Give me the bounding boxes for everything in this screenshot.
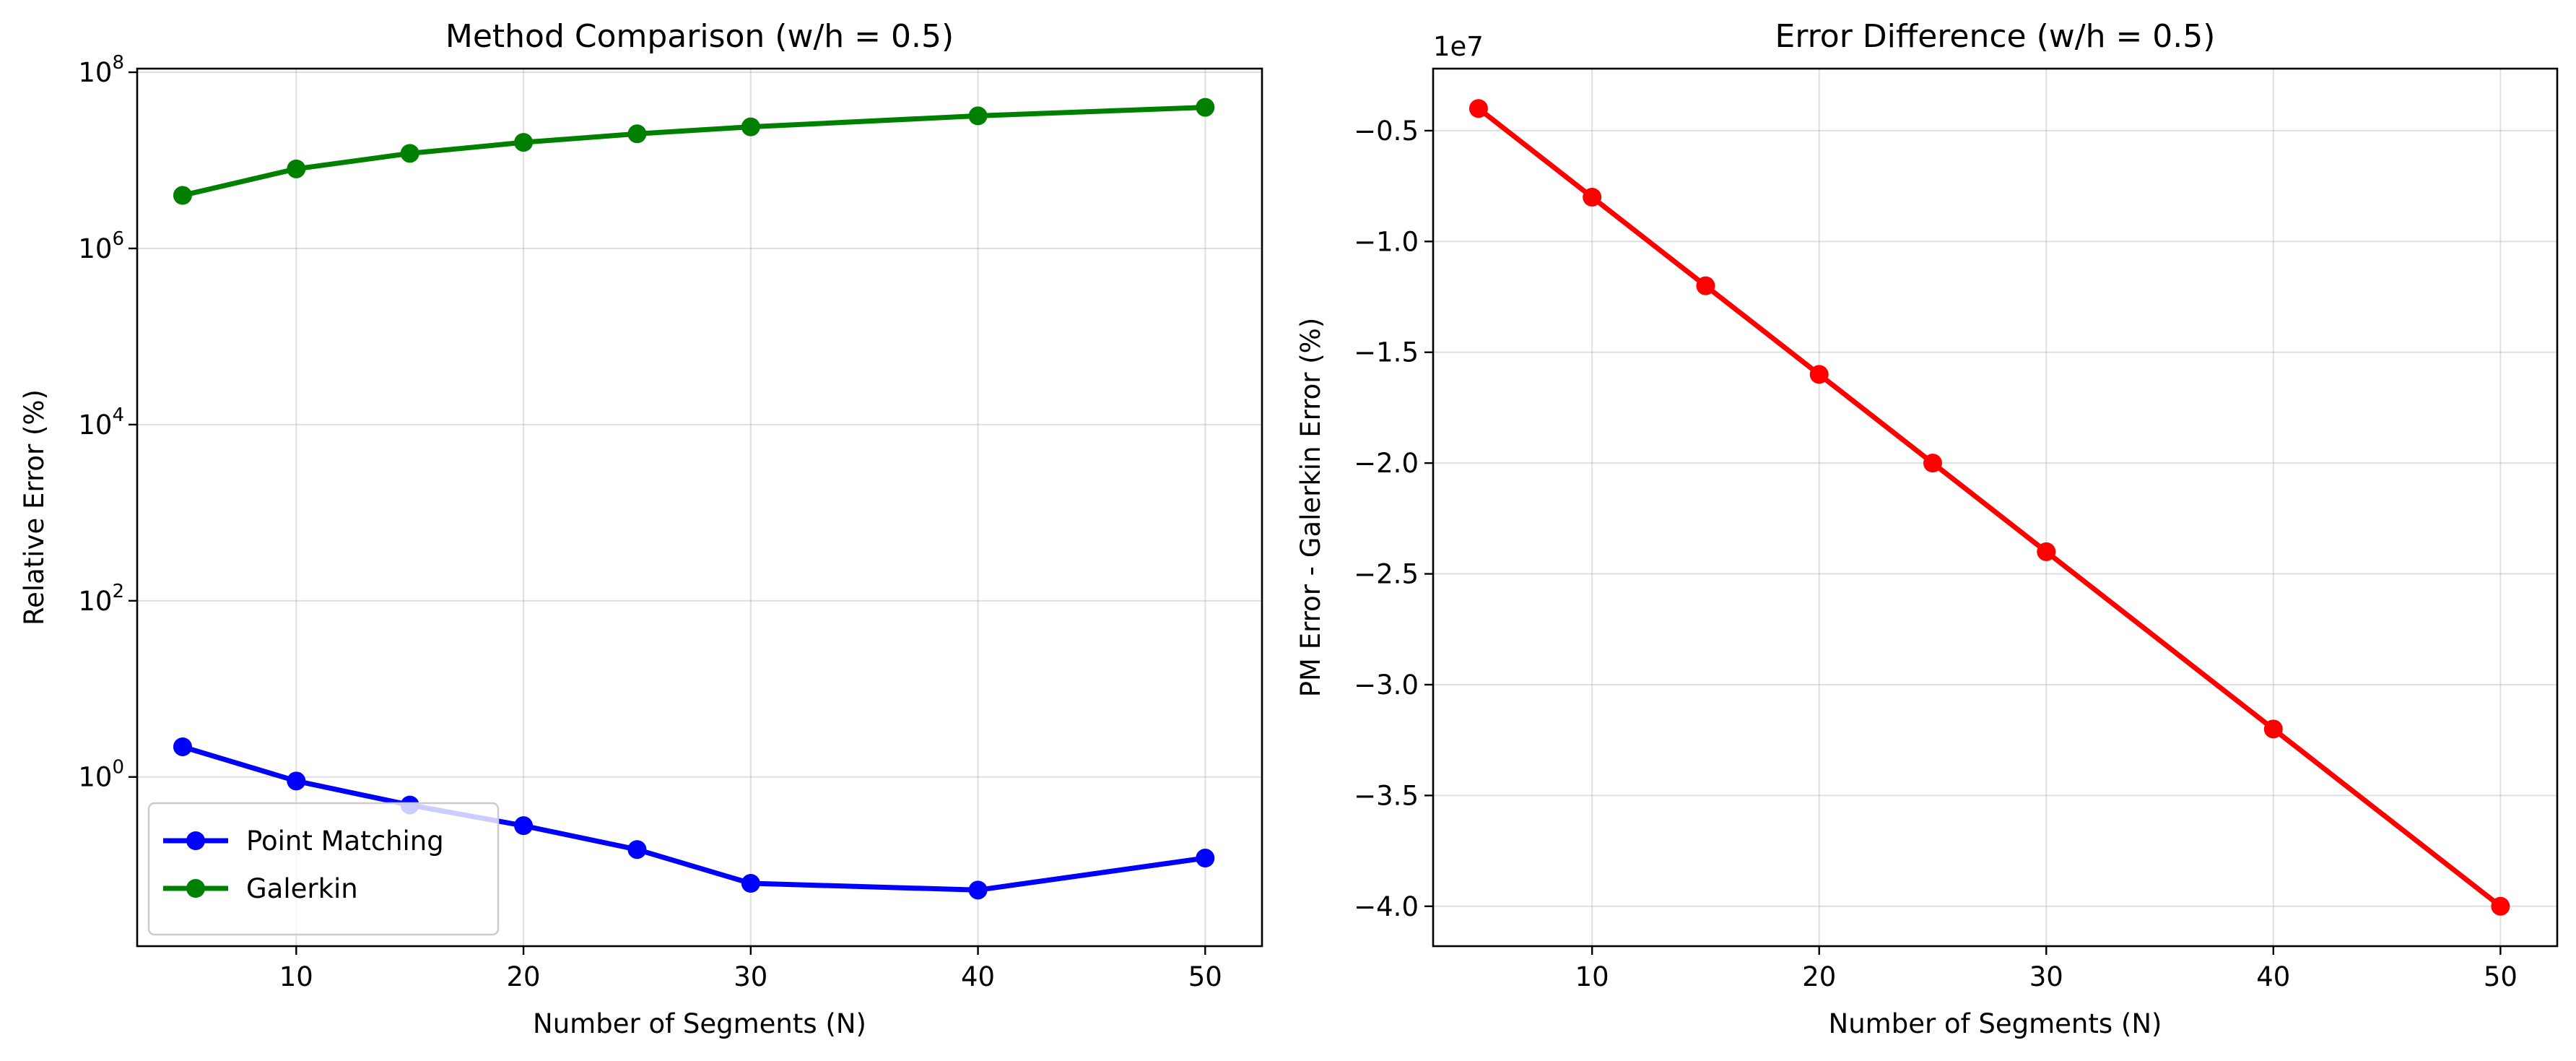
y-tick-base: 10 xyxy=(78,410,112,441)
x-tick-label: 20 xyxy=(507,961,541,992)
y-tick-label: −2.0 xyxy=(1354,448,1419,479)
y-tick-label: 108 xyxy=(78,52,124,88)
series-line xyxy=(1476,105,2503,909)
data-point xyxy=(741,117,760,137)
chart-title: Method Comparison (w/h = 0.5) xyxy=(445,18,954,55)
data-point xyxy=(287,771,306,791)
legend-box xyxy=(147,802,500,936)
y-tick-base: 10 xyxy=(78,57,112,88)
data-point xyxy=(173,737,192,756)
data-point xyxy=(968,106,988,126)
data-point xyxy=(400,144,419,163)
data-point xyxy=(1468,99,1488,118)
x-tick-label: 20 xyxy=(1802,961,1836,992)
x-tick-label: 50 xyxy=(1188,961,1222,992)
x-tick-label: 10 xyxy=(1575,961,1609,992)
y-tick-label: 104 xyxy=(78,404,124,441)
data-point xyxy=(173,186,192,205)
y-tick-base: 10 xyxy=(78,762,112,793)
legend-marker xyxy=(186,879,205,898)
data-point xyxy=(2037,542,2056,561)
data-point xyxy=(968,880,988,900)
y-tick-exponent: 0 xyxy=(112,757,124,779)
data-point xyxy=(1196,849,1215,868)
x-tick-label: 50 xyxy=(2484,961,2518,992)
data-point xyxy=(741,874,760,893)
data-point xyxy=(514,816,534,836)
chart-title: Error Difference (w/h = 0.5) xyxy=(1775,18,2216,55)
y-tick-label: −3.5 xyxy=(1354,780,1419,811)
data-point xyxy=(2491,896,2510,916)
y-tick-label: −4.0 xyxy=(1354,891,1419,922)
x-tick-label: 10 xyxy=(279,961,313,992)
y-tick-base: 10 xyxy=(78,233,112,264)
y-tick-base: 10 xyxy=(78,586,112,617)
y-tick-label: −0.5 xyxy=(1354,116,1419,147)
y-tick-label: −2.5 xyxy=(1354,559,1419,590)
series-line xyxy=(180,744,1208,893)
y-tick-label: 100 xyxy=(78,757,124,793)
right-chart-error-difference: 10 20 30 40 50 −0.5 −1.0 −1.5 −2.0 −2.5 −3.0 −3.5 −4… xyxy=(1295,18,2559,1039)
axes-frame xyxy=(136,67,1263,948)
legend-marker xyxy=(186,831,205,850)
axes-frame xyxy=(1432,67,2559,948)
legend-label: Point Matching xyxy=(246,826,444,857)
y-tick-exponent: 8 xyxy=(112,52,124,74)
y-tick-exponent: 6 xyxy=(112,228,124,250)
y-tick-label: −1.5 xyxy=(1354,337,1419,368)
data-point xyxy=(287,159,306,178)
data-point xyxy=(627,840,647,859)
x-tick-label: 30 xyxy=(734,961,767,992)
y-axis-label: PM Error - Galerkin Error (%) xyxy=(1295,318,1326,698)
data-point xyxy=(514,133,534,152)
series-line xyxy=(180,105,1208,198)
y-tick-exponent: 2 xyxy=(112,581,124,602)
data-point xyxy=(1583,187,1602,207)
y-tick-label: 102 xyxy=(78,581,124,617)
x-axis-label: Number of Segments (N) xyxy=(1829,1008,2162,1039)
x-tick-label: 40 xyxy=(961,961,995,992)
data-point xyxy=(2263,719,2283,739)
data-point xyxy=(1923,454,1942,473)
legend-label: Galerkin xyxy=(246,873,358,904)
y-offset-text: 1e7 xyxy=(1433,31,1484,62)
y-tick-exponent: 4 xyxy=(112,404,124,426)
x-tick-label: 40 xyxy=(2256,961,2290,992)
data-point xyxy=(627,124,647,144)
y-axis-label: Relative Error (%) xyxy=(19,389,50,625)
y-tick-label: −3.0 xyxy=(1354,670,1419,701)
y-tick-label: −1.0 xyxy=(1354,226,1419,257)
y-tick-label: 106 xyxy=(78,228,124,264)
data-point xyxy=(1696,276,1715,295)
data-point xyxy=(1809,365,1829,384)
data-point xyxy=(1196,98,1215,117)
x-tick-label: 30 xyxy=(2029,961,2063,992)
x-axis-label: Number of Segments (N) xyxy=(533,1008,866,1039)
